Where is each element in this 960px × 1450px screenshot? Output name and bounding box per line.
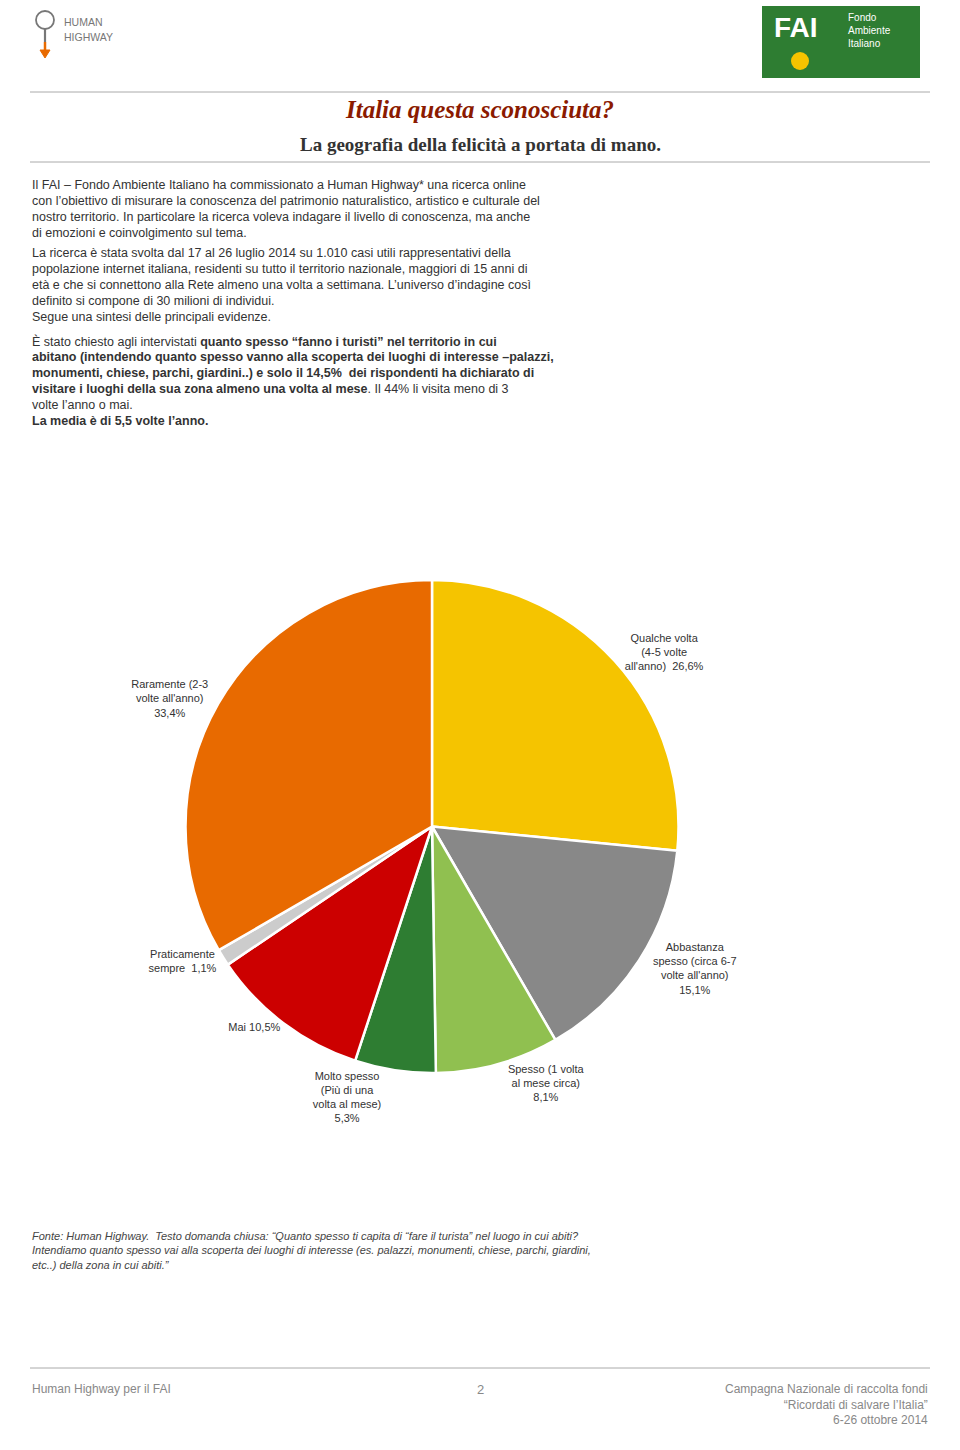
svg-text:monumenti, chiese, parchi, gia: monumenti, chiese, parchi, giardini..) e… bbox=[32, 366, 534, 380]
svg-text:con l’obiettivo di misurare la: con l’obiettivo di misurare la conoscenz… bbox=[32, 194, 540, 208]
svg-text:nostro territorio. In particol: nostro territorio. In particolare la ric… bbox=[32, 210, 530, 224]
svg-text:La ricerca è stata svolta dal: La ricerca è stata svolta dal 17 al 26 l… bbox=[32, 246, 511, 260]
svg-text:2: 2 bbox=[477, 1382, 484, 1397]
svg-text:Qualche volta(4-5 volteall'ann: Qualche volta(4-5 volteall'anno) 26,6% bbox=[625, 632, 704, 673]
svg-text:Raramente (2-3volte all'anno)3: Raramente (2-3volte all'anno)33,4% bbox=[131, 678, 208, 719]
svg-text:È stato chiesto agli intervist: È stato chiesto agli intervistati quanto… bbox=[32, 334, 497, 349]
svg-text:Fonte: Human Highway. Testo d: Fonte: Human Highway. Testo domanda chiu… bbox=[32, 1230, 591, 1271]
svg-text:Italia questa sconosciuta?: Italia questa sconosciuta? bbox=[345, 96, 614, 123]
svg-text:di emozioni e coinvolgimento s: di emozioni e coinvolgimento sul tema. bbox=[32, 226, 247, 240]
svg-text:visitare i luoghi della sua zo: visitare i luoghi della sua zona almeno … bbox=[32, 382, 509, 396]
svg-text:FondoAmbienteItaliano: FondoAmbienteItaliano bbox=[848, 12, 891, 49]
svg-text:popolazione internet italiana,: popolazione internet italiana, residenti… bbox=[32, 262, 527, 276]
svg-text:Il FAI – Fondo Ambiente Italia: Il FAI – Fondo Ambiente Italiano ha comm… bbox=[32, 178, 526, 192]
svg-text:Molto spesso(Più di unavolta a: Molto spesso(Più di unavolta al mese)5,3… bbox=[313, 1070, 381, 1125]
svg-text:Spesso (1 voltaal mese circa)8: Spesso (1 voltaal mese circa)8,1% bbox=[508, 1063, 585, 1104]
svg-text:FAI: FAI bbox=[774, 12, 818, 43]
svg-text:definito si compone di 30 mili: definito si compone di 30 milioni di ind… bbox=[32, 294, 275, 308]
svg-text:HIGHWAY: HIGHWAY bbox=[64, 31, 113, 43]
svg-text:volte l’anno o mai.: volte l’anno o mai. bbox=[32, 398, 133, 412]
svg-text:Abbastanzaspesso (circa 6-7vol: Abbastanzaspesso (circa 6-7volte all'ann… bbox=[653, 941, 737, 996]
svg-text:Campagna Nazionale di raccolta: Campagna Nazionale di raccolta fondi“Ric… bbox=[725, 1382, 928, 1427]
svg-text:Human Highway per il FAI: Human Highway per il FAI bbox=[32, 1382, 171, 1396]
svg-text:La geografia della felicità a: La geografia della felicità a portata di… bbox=[300, 134, 661, 155]
svg-text:Praticamentesempre 1,1%: Praticamentesempre 1,1% bbox=[149, 948, 217, 974]
svg-text:Segue una sintesi delle princi: Segue una sintesi delle principali evide… bbox=[32, 310, 271, 324]
svg-text:Mai 10,5%: Mai 10,5% bbox=[228, 1021, 280, 1033]
svg-text:età e che si connettono alla R: età e che si connettono alla Rete almeno… bbox=[32, 278, 531, 292]
svg-text:La media è di 5,5 volte l’anno: La media è di 5,5 volte l’anno. bbox=[32, 414, 208, 428]
svg-text:HUMAN: HUMAN bbox=[64, 16, 103, 28]
svg-text:abitano (intendendo quanto spe: abitano (intendendo quanto spesso vanno … bbox=[32, 350, 554, 364]
